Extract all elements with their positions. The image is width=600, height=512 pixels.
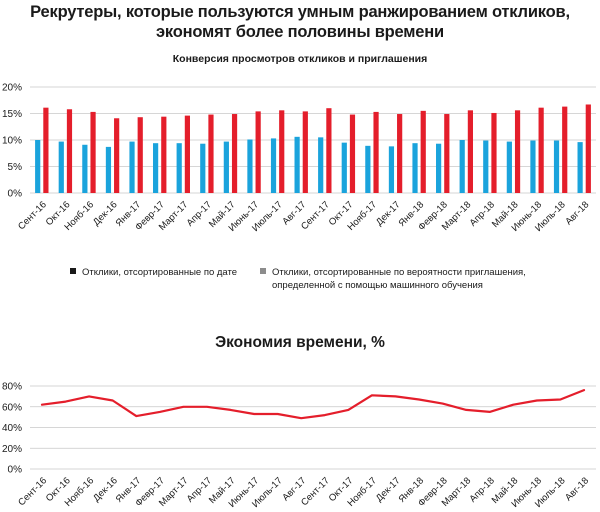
legend-label-by-date: Отклики, отсортированные по дате <box>82 267 238 278</box>
legend-swatch-black <box>70 268 76 274</box>
y-tick-label: 5% <box>8 162 23 173</box>
bar-ml <box>255 111 261 193</box>
main-title-line2: экономят более половины времени <box>156 23 444 41</box>
bar-ml <box>585 104 591 193</box>
y-tick-label: 0% <box>8 465 23 476</box>
legend-label-ml-line2: определенной с помощью машинного обучени… <box>272 280 483 291</box>
bar-ml <box>90 111 96 193</box>
time-saving-line <box>40 389 586 420</box>
bar-ml <box>302 111 308 193</box>
x-tick-label: Авг-18 <box>563 475 591 503</box>
bar-by-date <box>153 143 159 193</box>
bar-ml <box>231 114 238 193</box>
y-tick-label: 20% <box>2 444 22 455</box>
y-tick-label: 0% <box>8 189 23 200</box>
bar-ml <box>137 117 143 193</box>
bar-by-date <box>318 137 324 193</box>
bar-by-date <box>553 140 560 193</box>
bar-by-date <box>483 140 489 193</box>
main-title-line1: Рекрутеры, которые пользуются умным ранж… <box>30 3 570 21</box>
bar-ml <box>43 107 49 193</box>
legend-label-ml-line1: Отклики, отсортированные по вероятности … <box>272 267 526 278</box>
bar-by-date <box>35 140 41 193</box>
bar-by-date <box>223 141 229 193</box>
y-tick-label: 40% <box>2 423 22 434</box>
y-tick-label: 20% <box>2 83 22 94</box>
bar-by-date <box>176 143 182 193</box>
bar-ml <box>184 115 190 193</box>
bar-ml <box>538 107 544 193</box>
bar-by-date <box>247 139 253 193</box>
bar-by-date <box>129 141 135 193</box>
y-tick-label: 80% <box>2 382 22 393</box>
bar-by-date <box>436 143 442 193</box>
bar-ml <box>326 108 332 193</box>
bar-ml <box>420 110 426 193</box>
bar-by-date <box>388 146 395 193</box>
bar-by-date <box>365 145 371 193</box>
bar-by-date <box>341 142 347 193</box>
conversion-bar-chart: 0%5%10%15%20%Сент-16Окт-16Нояб-16Дек-16Я… <box>2 83 596 234</box>
bar-by-date <box>82 144 88 193</box>
bar-by-date <box>105 146 112 193</box>
bar-by-date <box>577 142 583 193</box>
bar-by-date <box>200 143 206 193</box>
bar-ml <box>467 110 473 193</box>
bar-ml <box>208 114 214 193</box>
bar-ml <box>66 109 73 193</box>
chart1-title: Конверсия просмотров откликов и приглаше… <box>172 53 428 65</box>
chart2-title: Экономия времени, % <box>215 334 385 351</box>
bar-ml <box>514 110 521 193</box>
bar-by-date <box>270 138 277 193</box>
bar-ml <box>562 106 568 193</box>
bar-ml <box>373 111 379 193</box>
bar-by-date <box>530 140 536 193</box>
bar-by-date <box>412 143 418 193</box>
bar-ml <box>444 114 450 193</box>
bar-by-date <box>506 141 512 193</box>
legend-swatch-gray <box>260 268 266 274</box>
bar-ml <box>114 118 120 193</box>
bar-ml <box>397 114 403 193</box>
y-tick-label: 15% <box>2 109 22 120</box>
y-tick-label: 10% <box>2 136 22 147</box>
bar-by-date <box>459 140 465 193</box>
bar-by-date <box>294 136 300 193</box>
y-tick-label: 60% <box>2 402 22 413</box>
bar-ml <box>349 114 356 193</box>
bar-ml <box>279 110 285 193</box>
main-title: Рекрутеры, которые пользуются умным ранж… <box>0 2 600 42</box>
bar-by-date <box>58 141 64 193</box>
bar-ml <box>161 116 167 193</box>
x-tick-label: Сент-16 <box>16 475 49 508</box>
bar-ml <box>491 112 497 193</box>
